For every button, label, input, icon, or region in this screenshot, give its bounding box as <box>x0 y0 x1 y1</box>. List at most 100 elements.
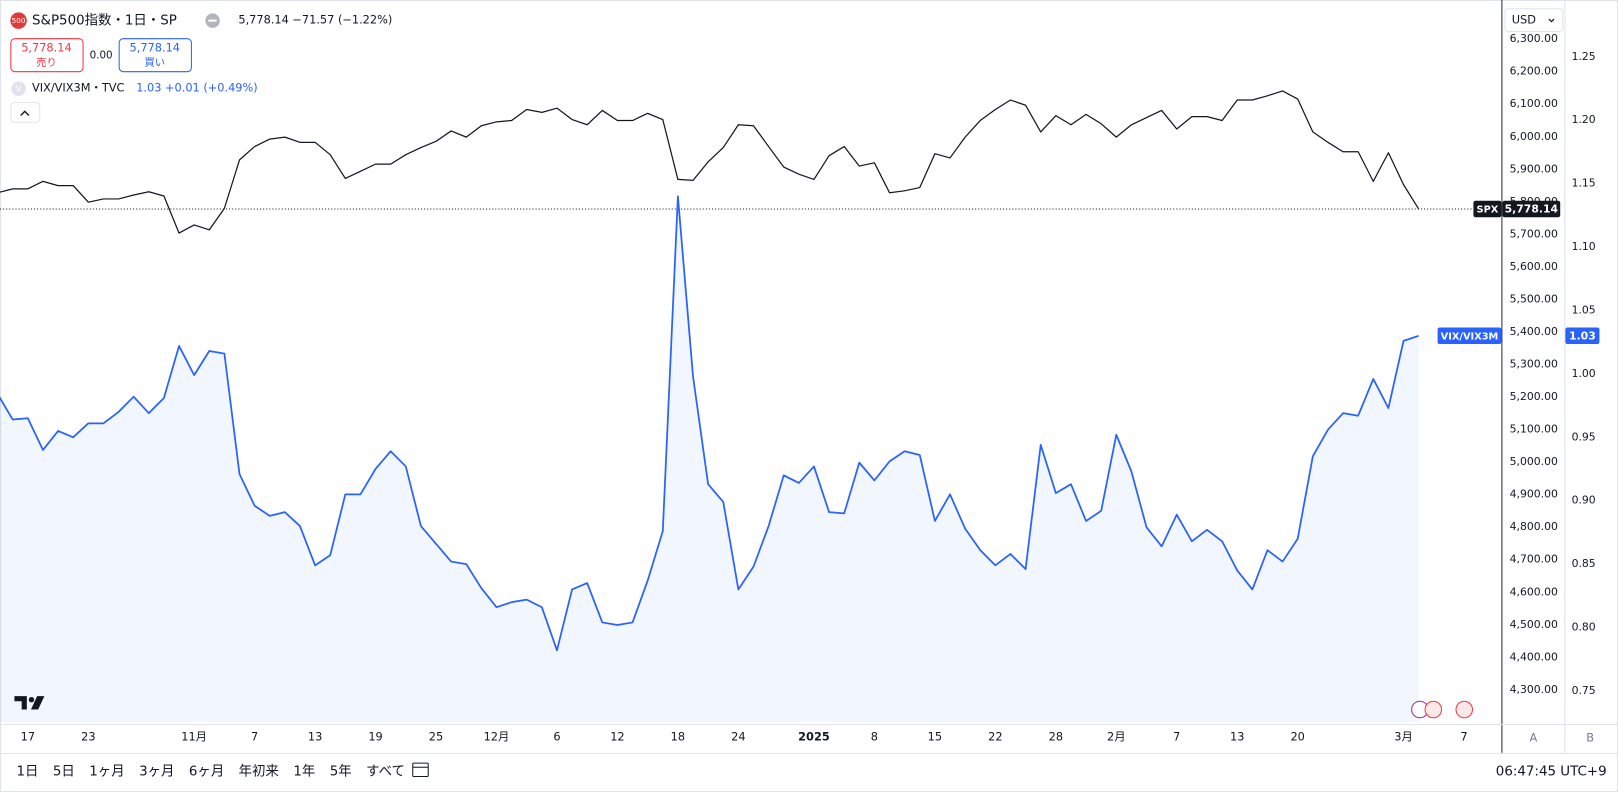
y-tick-label: 1.00 <box>1572 367 1596 380</box>
buy-label: 買い <box>144 57 165 69</box>
y-tick-label: 5,100.00 <box>1510 423 1558 436</box>
logo-dot <box>28 697 35 703</box>
clock[interactable]: 06:47:45 UTC+9 <box>1496 764 1607 779</box>
symbol-badge: 500 <box>12 16 26 25</box>
y-tick-label: 5,700.00 <box>1510 227 1558 240</box>
collapse-chevron <box>20 110 30 116</box>
x-tick-label: 2月 <box>1107 729 1126 743</box>
sell-button[interactable] <box>10 38 84 73</box>
y-tick-label: 5,400.00 <box>1510 325 1558 338</box>
series-tag <box>1437 327 1502 345</box>
y-tick-label: 0.85 <box>1572 557 1596 570</box>
logo[interactable] <box>14 696 45 710</box>
x-tick-label: 15 <box>928 729 942 743</box>
x-tick-label: 11月 <box>181 729 207 743</box>
x-tick-label: 22 <box>988 729 1002 743</box>
area <box>0 196 1419 722</box>
range-button[interactable]: 5年 <box>330 763 352 779</box>
calendar-icon[interactable] <box>412 762 429 778</box>
symbol-icon <box>10 12 27 29</box>
y-tick-label: 5,500.00 <box>1510 292 1558 305</box>
price-tag <box>1565 327 1600 345</box>
y-tick-label: 1.10 <box>1572 240 1596 253</box>
series-tag <box>1473 200 1502 218</box>
scale-b[interactable]: B <box>1586 730 1594 744</box>
x-tick-label: 8 <box>871 729 878 743</box>
x-tick-label: 20 <box>1290 729 1304 743</box>
y-tick-label: 5,900.00 <box>1510 162 1558 175</box>
compare-icon <box>11 81 26 96</box>
currency-chevron <box>1548 18 1555 23</box>
buy-button[interactable] <box>118 38 192 73</box>
range-button[interactable]: 5日 <box>53 764 75 779</box>
y-tick-label: 5,600.00 <box>1510 260 1558 273</box>
y-tick-label: 1.20 <box>1572 113 1596 126</box>
x-tick-label: 6 <box>553 729 560 743</box>
range-button[interactable]: 1年 <box>293 763 315 779</box>
spread: 0.00 <box>90 50 113 62</box>
x-tick-label: 24 <box>731 729 745 743</box>
y-tick-label: 0.95 <box>1572 430 1596 443</box>
y-tick-label: 4,400.00 <box>1510 650 1558 663</box>
y-tick-label: 4,800.00 <box>1510 520 1558 533</box>
buy-price: 5,778.14 <box>130 40 180 54</box>
price-tag-label: 5,778.14 <box>1505 202 1559 215</box>
scale-a[interactable]: A <box>1530 730 1538 744</box>
compare-name[interactable]: VIX/VIX3M・TVC <box>32 81 125 95</box>
y-tick-label: 0.80 <box>1572 621 1596 634</box>
range-button[interactable]: 6ヶ月 <box>189 764 224 779</box>
series-tag-label: VIX/VIX3M <box>1441 331 1499 342</box>
event-icon[interactable] <box>1424 700 1443 719</box>
x-tick-label: 23 <box>81 729 95 743</box>
currency-select[interactable] <box>1504 8 1564 32</box>
line <box>0 90 1420 234</box>
y-tick-label: 1.05 <box>1572 303 1596 316</box>
line <box>0 195 1419 652</box>
plot-area <box>0 90 1502 722</box>
y-tick-label: 6,200.00 <box>1510 65 1558 78</box>
range-button[interactable]: 3ヶ月 <box>139 764 174 779</box>
x-tick-label: 25 <box>429 729 443 743</box>
y-tick-label: 5,200.00 <box>1510 390 1558 403</box>
x-tick-label: 13 <box>308 729 322 743</box>
range-button[interactable]: すべて <box>366 763 405 779</box>
x-tick-label: 28 <box>1049 729 1063 743</box>
compare-badge: V <box>16 84 22 94</box>
y-tick-label: 5,300.00 <box>1510 358 1558 371</box>
x-tick-label: 2025 <box>798 729 830 743</box>
symbol-title[interactable]: S&P500指数・1日・SP <box>32 13 177 29</box>
y-tick-label: 1.15 <box>1572 177 1596 190</box>
y-tick-label: 4,300.00 <box>1510 683 1558 696</box>
sell-price: 5,778.14 <box>21 40 71 54</box>
currency-label: USD <box>1512 13 1536 27</box>
x-tick-label: 18 <box>671 729 685 743</box>
x-tick-label: 7 <box>1173 729 1180 743</box>
visibility-icon-bar <box>208 19 217 22</box>
range-button[interactable]: 1ヶ月 <box>89 764 124 779</box>
sell-label: 売り <box>36 56 57 69</box>
y-tick-label: 4,700.00 <box>1510 553 1558 566</box>
x-tick-label: 19 <box>368 729 382 743</box>
y-tick-label: 4,600.00 <box>1510 585 1558 598</box>
y-tick-label: 1.25 <box>1572 50 1596 63</box>
range-button[interactable]: 1日 <box>17 764 39 779</box>
y-tick-label: 5,000.00 <box>1510 455 1558 468</box>
price-tag <box>1502 200 1561 218</box>
event-icon[interactable] <box>1455 700 1474 719</box>
x-tick-label: 17 <box>21 729 35 743</box>
x-tick-label: 7 <box>251 729 258 743</box>
y-tick-label: 6,300.00 <box>1510 32 1558 45</box>
y-tick-label: 6,000.00 <box>1510 130 1558 143</box>
range-button[interactable]: 年初来 <box>239 763 279 779</box>
x-tick-label: 13 <box>1230 729 1244 743</box>
series-tag-label: SPX <box>1477 204 1499 215</box>
x-tick-label: 3月 <box>1394 729 1413 743</box>
price-tag-label: 1.03 <box>1569 329 1596 342</box>
x-tick-label: 12 <box>610 729 624 743</box>
y-tick-label: 4,500.00 <box>1510 618 1558 631</box>
y-tick-label: 0.75 <box>1572 684 1596 697</box>
quote: 5,778.14 −71.57 (−1.22%) <box>238 13 392 27</box>
